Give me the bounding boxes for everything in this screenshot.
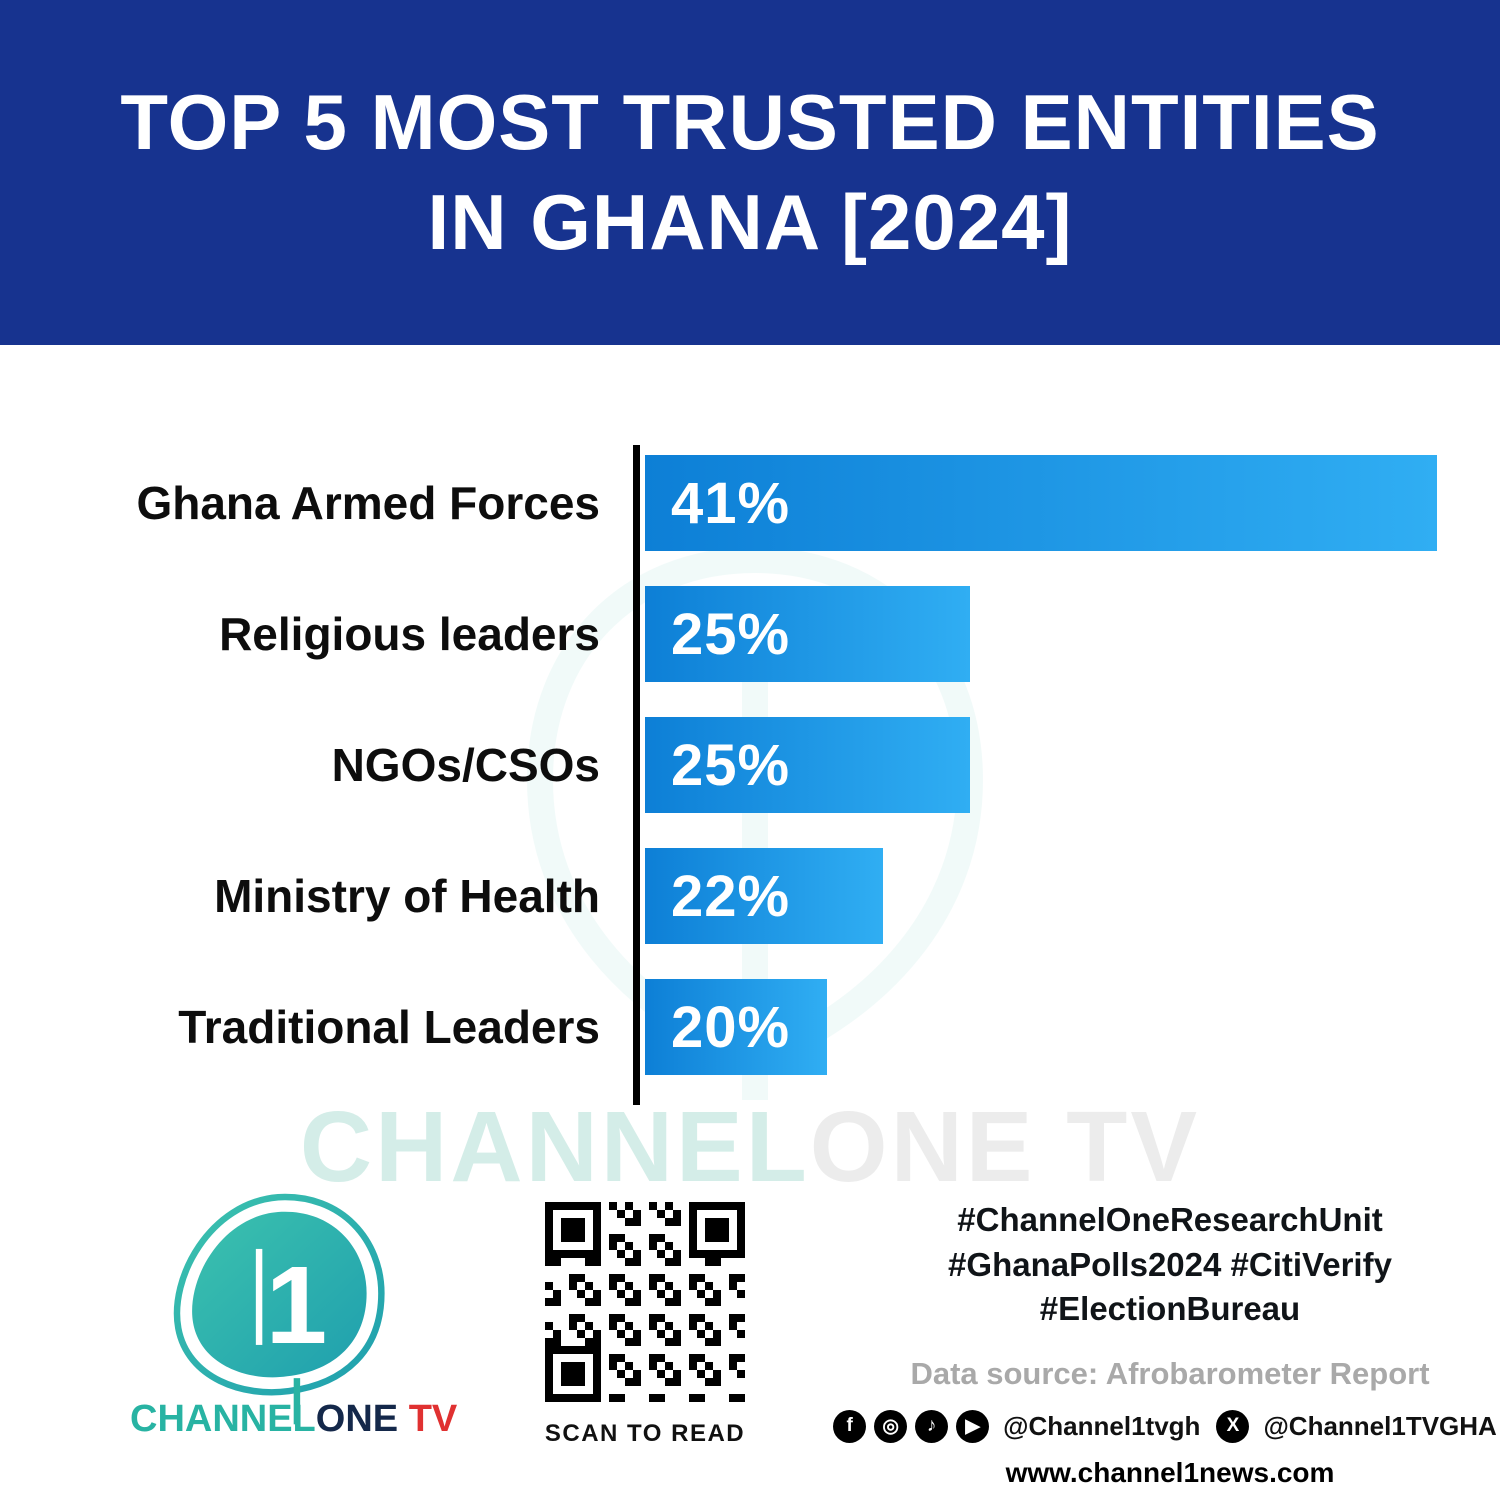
hashtag-line: #GhanaPolls2024 #CitiVerify (948, 1245, 1392, 1283)
bar-track: 25% (645, 717, 1437, 813)
channel-one-logo: 1 (158, 1188, 398, 1425)
bar: 41% (645, 455, 1437, 551)
tiktok-icon: ♪ (915, 1409, 949, 1443)
bar: 22% (645, 848, 883, 944)
page-title-line1: TOP 5 MOST TRUSTED ENTITIES (120, 78, 1380, 167)
bar-value-label: 41% (671, 470, 791, 536)
bar-label: Ministry of Health (214, 870, 600, 922)
svg-text:1: 1 (266, 1244, 328, 1367)
bar-track: 20% (645, 979, 1437, 1075)
bar-label: Ghana Armed Forces (136, 477, 600, 529)
wordmark-channel: CHANNEL (130, 1398, 316, 1440)
bar-value-label: 22% (671, 863, 791, 929)
data-source: Data source: Afrobarometer Report (910, 1355, 1430, 1391)
bar-row: Ghana Armed Forces 41% (0, 455, 1500, 551)
bar-label: Religious leaders (219, 608, 600, 660)
youtube-icon: ▶ (956, 1409, 990, 1443)
bar-track: 25% (645, 586, 1437, 682)
qr-caption: SCAN TO READ (544, 1420, 746, 1447)
hashtag-line: #ElectionBureau (1039, 1290, 1301, 1328)
channel-one-wordmark: CHANNELONE TV (130, 1398, 457, 1441)
footer-right-block: #ChannelOneResearchUnit #GhanaPolls2024 … (833, 1198, 1497, 1489)
bar-track: 22% (645, 848, 1437, 944)
bar-track: 41% (645, 455, 1437, 551)
header-banner: TOP 5 MOST TRUSTED ENTITIES IN GHANA [20… (0, 0, 1500, 345)
bar: 20% (645, 979, 828, 1075)
x-icon: X (1216, 1409, 1250, 1443)
bar-value-label: 25% (671, 601, 791, 667)
wordmark-tv: TV (398, 1398, 458, 1440)
bar: 25% (645, 586, 970, 682)
social-handle-2: @Channel1TVGHA (1263, 1410, 1497, 1441)
bar-label: Traditional Leaders (178, 1001, 600, 1053)
website-url: www.channel1news.com (1005, 1456, 1335, 1488)
bar-row: Ministry of Health 22% (0, 848, 1500, 944)
bar-row: Traditional Leaders 20% (0, 979, 1500, 1075)
bar-value-label: 25% (671, 732, 791, 798)
bar-label: NGOs/CSOs (331, 739, 600, 791)
hashtag-line: #ChannelOneResearchUnit (957, 1201, 1383, 1238)
facebook-icon: f (833, 1409, 867, 1443)
page-title-line2: IN GHANA [2024] (427, 177, 1073, 266)
horizontal-bar-chart: Ghana Armed Forces 41% Religious leaders… (0, 445, 1500, 1115)
bar-row: Religious leaders 25% (0, 586, 1500, 682)
social-row: f ◎ ♪ ▶ @Channel1tvgh X @Channel1TVGHA (833, 1409, 1497, 1443)
bar: 25% (645, 717, 970, 813)
bar-row: NGOs/CSOs 25% (0, 717, 1500, 813)
instagram-icon: ◎ (874, 1409, 908, 1443)
qr-code (545, 1202, 745, 1402)
bar-value-label: 20% (671, 994, 791, 1060)
social-handle-1: @Channel1tvgh (1003, 1410, 1201, 1441)
wordmark-one: ONE (315, 1398, 399, 1440)
y-axis-line (633, 445, 640, 1105)
